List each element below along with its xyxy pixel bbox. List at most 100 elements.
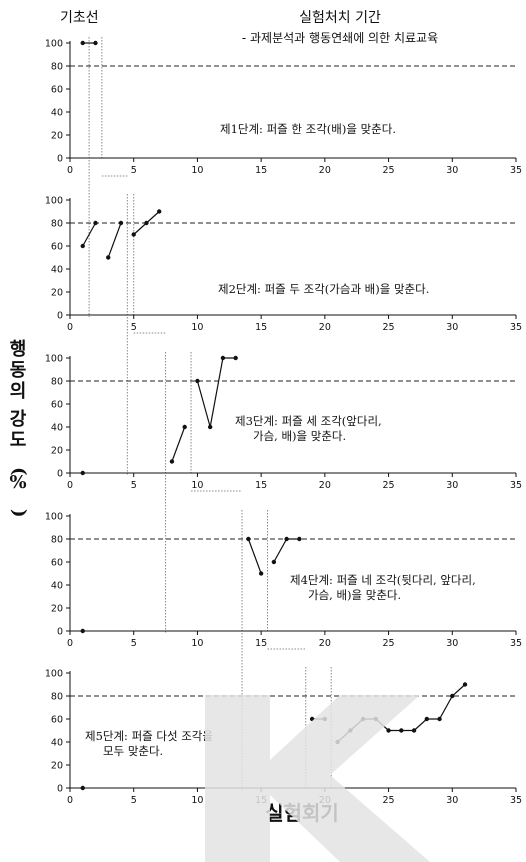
y-tick-label: 40 — [51, 738, 63, 749]
data-point — [80, 628, 85, 634]
y-tick-label: 60 — [51, 242, 63, 253]
data-point — [207, 424, 213, 430]
y-axis-title-text: 행 동 의 강 도(%) — [9, 339, 30, 518]
x-tick-label: 30 — [446, 795, 458, 806]
stage-annotation: 제5단계: 퍼즐 다섯 조각을 모두 맞춘다. — [85, 729, 213, 758]
y-tick-label: 20 — [51, 446, 63, 457]
x-tick-label: 20 — [319, 638, 331, 649]
x-tick-label: 5 — [131, 480, 137, 491]
y-tick-label: 80 — [51, 219, 63, 230]
y-tick-label: 40 — [51, 265, 63, 276]
x-tick-label: 35 — [510, 638, 522, 649]
x-tick-label: 5 — [131, 795, 137, 806]
x-tick-label: 0 — [67, 322, 73, 333]
panel-1: 0 20 40 60 80 100 0 5 10 15 20 25 30 35 제1단계: 퍼즐 한 조각(… — [45, 39, 522, 177]
data-point — [80, 243, 85, 249]
series-line — [196, 357, 236, 428]
x-tick-label: 20 — [319, 165, 331, 176]
y-tick-label: 20 — [51, 288, 63, 299]
data-point — [80, 40, 85, 46]
x-tick-label: 10 — [191, 480, 203, 491]
data-point — [80, 470, 85, 476]
x-tick-label: 30 — [446, 638, 458, 649]
y-tick-label: 80 — [51, 377, 63, 388]
x-tick-label: 20 — [319, 480, 331, 491]
x-tick-label: 35 — [510, 165, 522, 176]
series-line — [171, 426, 186, 462]
series-line — [107, 222, 122, 258]
data-point — [182, 424, 187, 430]
data-point — [284, 536, 289, 542]
y-tick-label: 80 — [51, 535, 63, 546]
x-tick-label: 30 — [446, 322, 458, 333]
x-tick-label: 30 — [446, 165, 458, 176]
x-tick-label: 10 — [191, 795, 203, 806]
series-line — [247, 538, 262, 574]
y-tick-label: 40 — [51, 108, 63, 119]
data-point — [411, 728, 417, 733]
y-tick-label: 100 — [45, 39, 63, 50]
x-tick-label: 0 — [67, 638, 73, 649]
y-tick-label: 20 — [51, 761, 63, 772]
panel-4: 0 20 40 60 80 100 0 5 10 15 20 25 30 35 제4단계: 퍼즐 네 조각(… — [45, 512, 522, 650]
data-point — [169, 459, 175, 464]
data-point — [462, 682, 468, 687]
data-point — [195, 378, 200, 384]
y-axis-title: 행 동 의 강 도(%) — [9, 339, 30, 518]
data-point — [258, 571, 264, 576]
y-tick-label: 100 — [45, 354, 63, 365]
x-tick-label: 25 — [383, 165, 395, 176]
x-tick-label: 5 — [131, 165, 137, 176]
y-tick-label: 100 — [45, 512, 63, 523]
x-tick-label: 15 — [255, 165, 267, 176]
x-tick-label: 5 — [131, 638, 137, 649]
stage-annotation: 제3단계: 퍼즐 세 조각(앞다리, 가슴, 배)을 맞춘다. — [235, 414, 382, 443]
y-tick-label: 0 — [57, 154, 63, 165]
x-tick-label: 0 — [67, 480, 73, 491]
data-point — [131, 232, 136, 237]
stage-annotation: 제2단계: 퍼즐 두 조각(가슴과 배)을 맞춘다. — [218, 282, 429, 296]
treatment-subtitle: - 과제분석과 행동연쇄에 의한 치료교육 — [242, 30, 438, 45]
data-point — [437, 716, 442, 722]
x-tick-label: 35 — [510, 480, 522, 491]
x-tick-label: 35 — [510, 322, 522, 333]
x-tick-label: 35 — [510, 795, 522, 806]
y-tick-label: 60 — [51, 85, 63, 96]
data-point — [297, 536, 302, 542]
data-point — [271, 559, 277, 565]
data-point — [144, 220, 149, 226]
watermark-k-shape — [205, 695, 430, 862]
stage-annotation: 제1단계: 퍼즐 한 조각(배)을 맞춘다. — [220, 122, 396, 136]
x-tick-label: 25 — [383, 795, 395, 806]
data-point — [93, 220, 98, 226]
y-tick-label: 0 — [57, 469, 63, 480]
panel-2: 0 20 40 60 80 100 0 5 10 15 20 25 30 35 제2단계: 퍼즐 두 조각(… — [45, 196, 522, 334]
y-tick-label: 20 — [51, 604, 63, 615]
x-tick-label: 10 — [191, 322, 203, 333]
y-tick-label: 60 — [51, 715, 63, 726]
y-tick-label: 20 — [51, 131, 63, 142]
data-point — [450, 693, 455, 699]
x-tick-label: 15 — [255, 322, 267, 333]
x-tick-label: 30 — [446, 480, 458, 491]
data-point — [386, 728, 391, 733]
data-point — [157, 209, 162, 214]
baseline-label: 기초선 — [60, 10, 99, 26]
series-line — [273, 538, 300, 563]
y-tick-label: 100 — [45, 196, 63, 207]
y-tick-label: 60 — [51, 400, 63, 411]
y-tick-label: 0 — [57, 784, 63, 795]
data-point — [106, 255, 111, 260]
x-tick-label: 0 — [67, 165, 73, 176]
y-tick-label: 80 — [51, 692, 63, 703]
x-tick-label: 25 — [383, 480, 395, 491]
y-tick-label: 80 — [51, 62, 63, 73]
treatment-label: 실험처치 기간 — [299, 10, 381, 26]
data-point — [80, 785, 85, 791]
stage-annotation: 제4단계: 퍼즐 네 조각(뒷다리, 앞다리, 가슴, 배)을 맞춘다. — [290, 573, 476, 602]
data-point — [246, 536, 251, 542]
data-point — [220, 355, 226, 361]
x-tick-label: 20 — [319, 322, 331, 333]
